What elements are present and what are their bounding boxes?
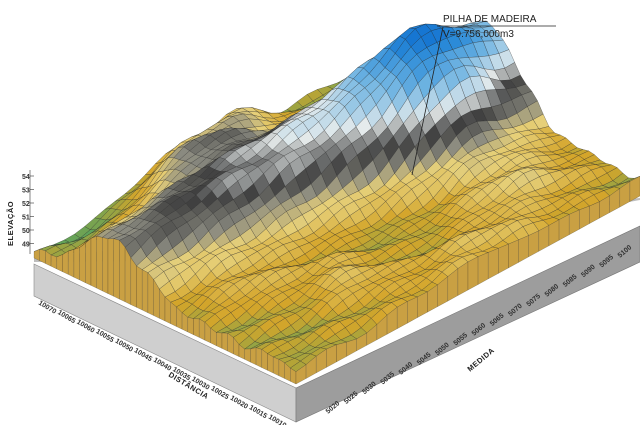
surface-skirt-left <box>119 239 126 303</box>
surface-skirt-right <box>528 230 539 258</box>
z-axis-tick-label: 52 <box>22 201 30 208</box>
surface-skirt-left <box>267 353 274 374</box>
surface-skirt-left <box>68 249 75 278</box>
surface-skirt-right <box>579 205 590 230</box>
surface-skirt-left <box>187 317 194 335</box>
surface-skirt-left <box>244 348 251 363</box>
surface-skirt-left <box>216 332 223 349</box>
surface-skirt-right <box>569 209 580 235</box>
z-axis-tick-label: 51 <box>22 215 30 222</box>
surface-skirt-left <box>273 356 280 377</box>
surface-skirt-left <box>130 257 137 308</box>
surface-skirt-right <box>467 256 479 291</box>
annotation-title: PILHA DE MADEIRA <box>443 14 537 25</box>
surface-skirt-left <box>50 254 57 270</box>
surface-skirt-left <box>62 250 69 275</box>
surface-skirt-left <box>136 265 143 311</box>
terrain-mesh <box>33 20 640 385</box>
surface-skirt-left <box>250 347 257 366</box>
annotation-leader-line <box>411 26 444 176</box>
surface-skirt-left <box>278 359 285 379</box>
z-axis-tick-label: 53 <box>22 188 30 195</box>
surface-skirt-right <box>477 252 489 285</box>
surface-skirt-left <box>73 247 80 281</box>
surface-skirt-left <box>79 243 86 283</box>
surface-skirt-right <box>407 296 418 324</box>
surface-skirt-left <box>221 332 228 352</box>
surface-skirt-right <box>518 235 529 263</box>
z-axis-tick-label: 54 <box>22 174 30 181</box>
surface-skirt-left <box>56 254 63 272</box>
surface-skirt-right <box>508 239 519 269</box>
surface-skirt-left <box>107 238 114 297</box>
z-axis-tick-label: 50 <box>22 228 30 235</box>
base-block-right-face <box>295 225 640 423</box>
surface-skirt-right <box>488 248 499 280</box>
z-axis-tick-label: 49 <box>22 242 30 249</box>
surface-skirt-right <box>336 341 347 363</box>
z-axis: ELEVAÇÃO 54 53 52 51 50 49 <box>6 170 34 254</box>
surface-skirt-left <box>113 238 120 300</box>
surface-skirt-left <box>85 238 92 286</box>
surface-skirt-right <box>346 338 357 357</box>
surface-skirt-left <box>199 318 206 341</box>
surface-skirt-right <box>498 243 509 274</box>
z-axis-label: ELEVAÇÃO <box>6 201 15 246</box>
surface-skirt-left <box>102 237 109 294</box>
surface-skirt-left <box>193 318 200 338</box>
surface-skirt-left <box>142 269 149 314</box>
annotation-volume: V=9.756,000m3 <box>443 29 514 40</box>
x-axis-tick-label: 10010 <box>267 414 287 425</box>
volume-annotation: PILHA DE MADEIRA V=9.756,000m3 <box>411 14 556 176</box>
surface-skirt-left <box>255 347 262 368</box>
surface-skirt-right <box>629 176 640 202</box>
y-axis-label: MEDIDA <box>466 346 497 374</box>
surface-skirt-left <box>147 272 154 316</box>
surface-skirt-left <box>96 236 103 292</box>
surface-skirt-left <box>90 235 97 289</box>
